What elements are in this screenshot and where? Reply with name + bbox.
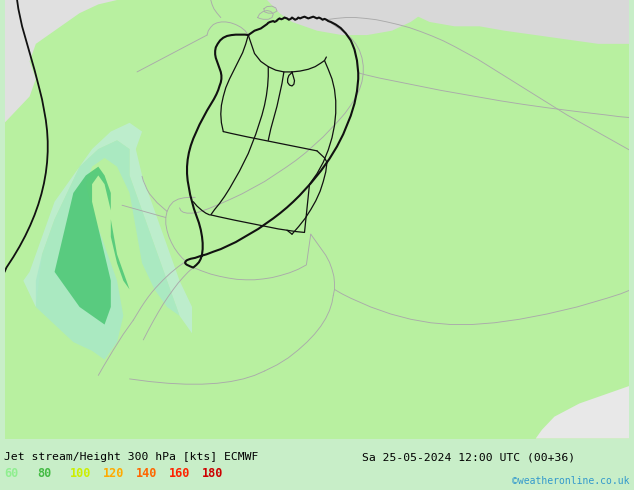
Text: 120: 120 (103, 467, 124, 480)
Polygon shape (536, 386, 630, 439)
Polygon shape (392, 0, 630, 44)
Text: Sa 25-05-2024 12:00 UTC (00+36): Sa 25-05-2024 12:00 UTC (00+36) (362, 452, 575, 463)
Polygon shape (4, 0, 630, 439)
Text: Jet stream/Height 300 hPa [kts] ECMWF: Jet stream/Height 300 hPa [kts] ECMWF (4, 452, 259, 463)
Polygon shape (4, 0, 117, 123)
Text: 100: 100 (70, 467, 91, 480)
Text: 80: 80 (37, 467, 51, 480)
Polygon shape (36, 140, 179, 360)
Text: 160: 160 (169, 467, 190, 480)
Polygon shape (55, 167, 129, 324)
Text: 60: 60 (4, 467, 18, 480)
Text: ©weatheronline.co.uk: ©weatheronline.co.uk (512, 476, 630, 486)
Polygon shape (267, 0, 429, 35)
Polygon shape (23, 123, 192, 333)
Text: 140: 140 (136, 467, 157, 480)
Text: 180: 180 (202, 467, 223, 480)
